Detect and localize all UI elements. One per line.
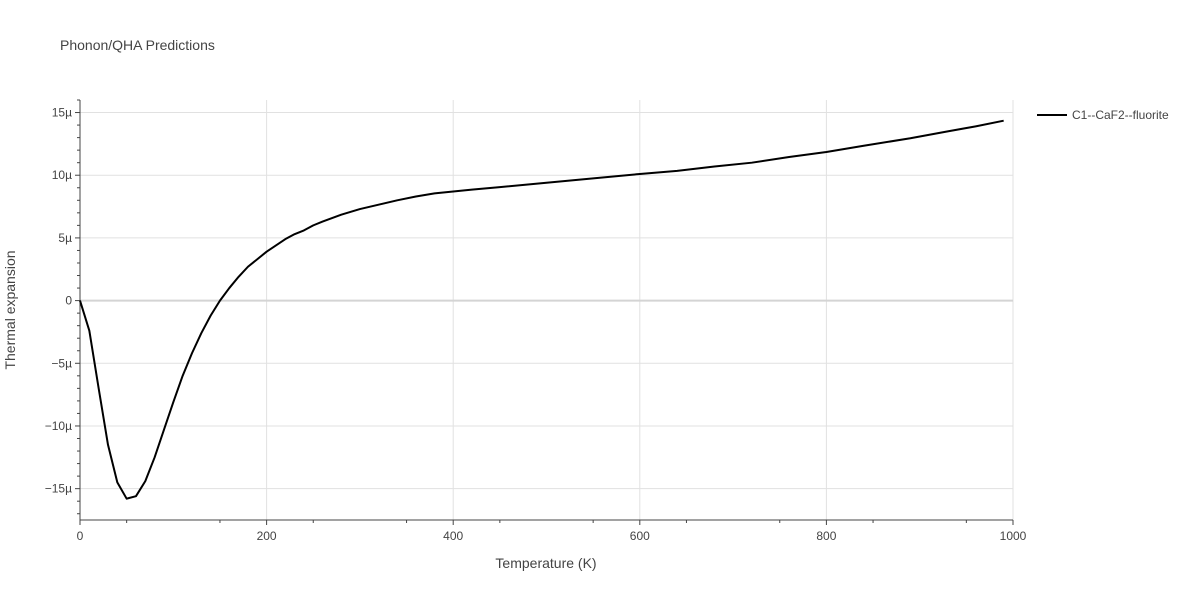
grid [80, 100, 1014, 520]
x-tick-label: 0 [77, 529, 84, 543]
x-tick-label: 600 [630, 529, 650, 543]
y-tick-label: −15µ [45, 482, 72, 496]
legend[interactable]: C1--CaF2--fluorite [1037, 108, 1169, 122]
x-tick-label: 400 [443, 529, 463, 543]
y-tick-label: −10µ [45, 419, 72, 433]
series-layer [79, 119, 1004, 500]
axes [79, 100, 1013, 521]
series-line[interactable] [79, 119, 1004, 500]
legend-entry: C1--CaF2--fluorite [1072, 108, 1169, 122]
y-tick-label: 0 [65, 294, 72, 308]
y-tick-label: 15µ [52, 106, 72, 120]
y-axis-ticks: −15µ −10µ −5µ 0 5µ 10µ 15µ [45, 99, 80, 515]
x-axis-label: Temperature (K) [495, 555, 596, 571]
x-axis-ticks: 0 200 400 600 800 1000 [77, 520, 1027, 543]
x-tick-label: 800 [816, 529, 836, 543]
y-axis-label: Thermal expansion [2, 250, 18, 369]
y-tick-label: −5µ [51, 356, 72, 370]
y-tick-label: 5µ [58, 231, 72, 245]
x-tick-label: 200 [257, 529, 277, 543]
chart-title: Phonon/QHA Predictions [60, 37, 215, 53]
y-tick-label: 10µ [52, 168, 72, 182]
x-tick-label: 1000 [1000, 529, 1027, 543]
